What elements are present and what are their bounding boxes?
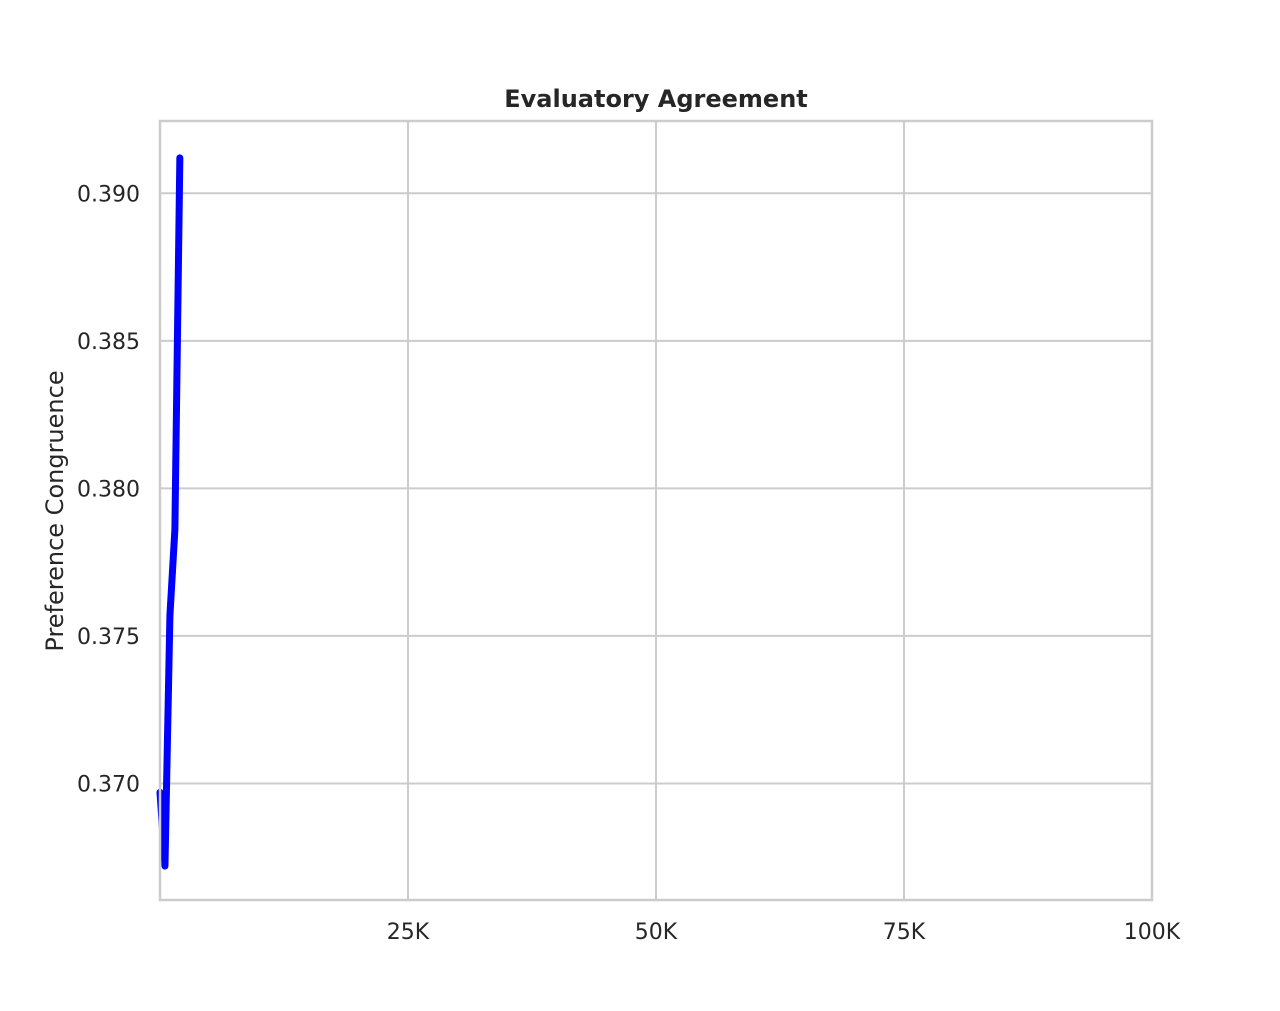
y-tick-labels: 0.370 0.375 0.380 0.385 0.390 — [77, 182, 140, 797]
x-tick-label: 75K — [883, 920, 926, 945]
y-tick-label: 0.370 — [77, 772, 140, 797]
plot-frame — [158, 119, 1154, 902]
series-layer — [156, 154, 184, 870]
x-tick-labels: 25K 50K 75K 100K — [387, 920, 1181, 945]
y-axis-label: Preference Congruence — [41, 370, 69, 651]
x-tick-label: 25K — [387, 920, 430, 945]
y-tick-label: 0.380 — [77, 477, 140, 502]
y-tick-label: 0.390 — [77, 182, 140, 207]
y-tick-label: 0.385 — [77, 330, 140, 355]
x-tick-label: 50K — [635, 920, 678, 945]
x-tick-label: 100K — [1124, 920, 1181, 945]
y-tick-label: 0.375 — [77, 625, 140, 650]
series-line — [156, 154, 184, 870]
y-gridlines — [160, 192, 1152, 785]
chart-title: Evaluatory Agreement — [504, 85, 808, 113]
